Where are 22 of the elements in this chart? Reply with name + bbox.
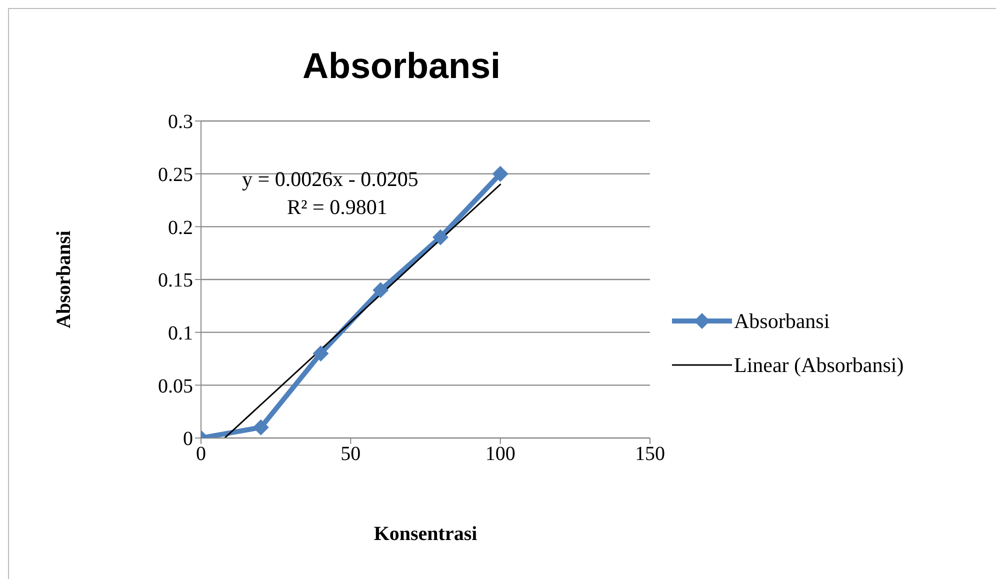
- point: [252, 419, 269, 436]
- x-tick-label: 50: [340, 443, 361, 466]
- y-tick-label: 0.1: [168, 322, 193, 344]
- y-tick-label: 0.3: [168, 111, 193, 134]
- point: [372, 282, 389, 298]
- x-axis-title: Konsentrasi: [374, 523, 478, 545]
- point: [312, 345, 329, 362]
- y-axis-title: Absorbansi: [53, 230, 76, 328]
- y-tick-label: 0.25: [158, 164, 193, 186]
- point: [492, 166, 508, 182]
- y-tick-label: 0.05: [158, 375, 193, 398]
- chart-title: Absorbansi: [301, 45, 502, 87]
- legend-label: Absorbansi: [734, 308, 830, 334]
- y-tick-label: 0: [183, 428, 193, 450]
- x-tick-label: 150: [635, 443, 665, 466]
- y-tick-label: 0.15: [158, 270, 193, 292]
- legend-label: Linear (Absorbansi): [734, 352, 904, 378]
- point: [432, 229, 448, 246]
- annotation: R² = 0.9801: [287, 195, 388, 220]
- y-tick-label: 0.2: [168, 216, 193, 239]
- x-tick-label: 100: [485, 443, 516, 466]
- annotation: y = 0.0026x - 0.0205: [242, 167, 418, 192]
